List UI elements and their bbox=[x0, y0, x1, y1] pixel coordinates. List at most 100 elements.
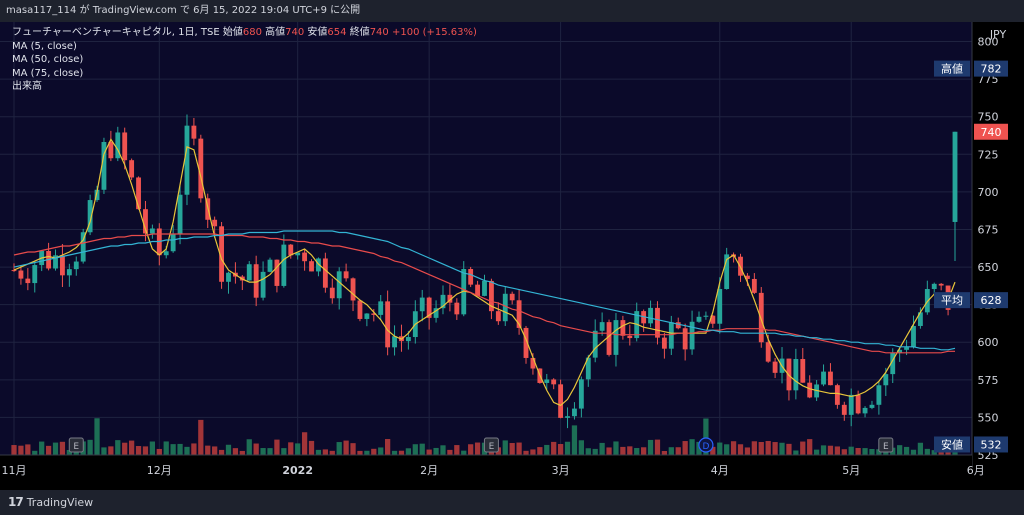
candle-body[interactable] bbox=[897, 349, 903, 353]
price-axis[interactable] bbox=[972, 22, 1024, 490]
candle-body[interactable] bbox=[246, 264, 252, 281]
time-axis[interactable] bbox=[0, 455, 972, 490]
candle-body[interactable] bbox=[599, 322, 605, 331]
candle-body[interactable] bbox=[371, 313, 377, 315]
candle-body[interactable] bbox=[80, 232, 86, 262]
candle-body[interactable] bbox=[530, 357, 536, 369]
candle-body[interactable] bbox=[890, 352, 896, 375]
candle-body[interactable] bbox=[793, 359, 799, 391]
candle-body[interactable] bbox=[219, 226, 224, 282]
candle-body[interactable] bbox=[558, 384, 564, 418]
candle-body[interactable] bbox=[675, 322, 681, 329]
candle-body[interactable] bbox=[551, 379, 557, 385]
candle-body[interactable] bbox=[177, 194, 183, 234]
candle-body[interactable] bbox=[253, 264, 259, 298]
candle-body[interactable] bbox=[385, 301, 391, 348]
candle-body[interactable] bbox=[25, 278, 31, 284]
candle-body[interactable] bbox=[724, 254, 730, 290]
candle-body[interactable] bbox=[585, 357, 591, 380]
candle-body[interactable] bbox=[426, 297, 432, 318]
candle-body[interactable] bbox=[87, 200, 93, 233]
candle-body[interactable] bbox=[447, 294, 453, 303]
candle-body[interactable] bbox=[578, 379, 584, 409]
candle-body[interactable] bbox=[357, 300, 363, 319]
candle-body[interactable] bbox=[163, 251, 169, 256]
candle-body[interactable] bbox=[917, 312, 923, 326]
candle-body[interactable] bbox=[772, 361, 778, 373]
candle-body[interactable] bbox=[143, 209, 148, 234]
candle-body[interactable] bbox=[350, 278, 356, 301]
candle-body[interactable] bbox=[682, 328, 688, 350]
candle-body[interactable] bbox=[405, 337, 411, 342]
candle-body[interactable] bbox=[565, 416, 570, 418]
candle-body[interactable] bbox=[343, 271, 349, 279]
candle-body[interactable] bbox=[316, 258, 321, 272]
candle-body[interactable] bbox=[309, 261, 314, 272]
candle-body[interactable] bbox=[66, 269, 72, 276]
candle-body[interactable] bbox=[129, 160, 135, 178]
candle-body[interactable] bbox=[288, 244, 294, 256]
candle-body[interactable] bbox=[281, 244, 287, 286]
candle-body[interactable] bbox=[502, 293, 508, 322]
tradingview-brand[interactable]: 17 TradingView bbox=[8, 495, 93, 509]
candle-body[interactable] bbox=[661, 337, 667, 349]
event-marker[interactable]: E bbox=[68, 437, 84, 453]
candle-body[interactable] bbox=[274, 259, 280, 286]
candle-body[interactable] bbox=[378, 301, 384, 315]
candle-body[interactable] bbox=[122, 132, 128, 161]
candle-body[interactable] bbox=[329, 287, 335, 299]
candle-body[interactable] bbox=[73, 261, 79, 270]
candle-body[interactable] bbox=[862, 407, 868, 414]
candle-body[interactable] bbox=[703, 315, 709, 317]
legend-ma75[interactable]: MA (75, close) bbox=[12, 67, 84, 79]
candle-body[interactable] bbox=[745, 275, 750, 279]
legend-ma50[interactable]: MA (50, close) bbox=[12, 54, 84, 65]
candle-body[interactable] bbox=[302, 252, 308, 262]
candle-body[interactable] bbox=[488, 280, 494, 312]
candle-body[interactable] bbox=[855, 394, 861, 414]
candle-body[interactable] bbox=[841, 404, 847, 415]
candle-body[interactable] bbox=[440, 294, 446, 309]
candle-body[interactable] bbox=[101, 141, 107, 190]
candle-body[interactable] bbox=[689, 321, 695, 350]
event-marker[interactable]: E bbox=[878, 437, 894, 453]
candle-body[interactable] bbox=[904, 347, 909, 350]
candle-body[interactable] bbox=[454, 302, 460, 315]
candle-body[interactable] bbox=[94, 189, 100, 201]
candle-body[interactable] bbox=[364, 313, 370, 319]
candle-body[interactable] bbox=[170, 233, 176, 252]
candle-body[interactable] bbox=[931, 283, 937, 290]
candle-body[interactable] bbox=[523, 327, 529, 358]
candle-body[interactable] bbox=[648, 307, 653, 324]
candle-body[interactable] bbox=[544, 379, 550, 383]
candle-body[interactable] bbox=[322, 258, 328, 288]
candle-body[interactable] bbox=[869, 404, 875, 408]
author-name[interactable]: masa117_114 bbox=[6, 5, 77, 16]
candle-body[interactable] bbox=[184, 125, 190, 195]
candle-body[interactable] bbox=[482, 280, 487, 296]
candle-body[interactable] bbox=[876, 385, 882, 405]
candle-body[interactable] bbox=[60, 255, 65, 276]
candle-body[interactable] bbox=[115, 132, 121, 159]
candlestick-chart[interactable]: EEDEJPY800775750725700675650625600575550… bbox=[0, 0, 1024, 490]
event-marker[interactable]: D bbox=[698, 437, 714, 453]
candle-body[interactable] bbox=[295, 252, 301, 256]
candle-body[interactable] bbox=[668, 322, 674, 349]
candle-body[interactable] bbox=[620, 320, 626, 336]
candle-body[interactable] bbox=[627, 335, 633, 339]
site-name[interactable]: TradingView.com bbox=[92, 5, 177, 16]
candle-body[interactable] bbox=[191, 125, 197, 139]
candle-body[interactable] bbox=[821, 371, 826, 385]
candle-body[interactable] bbox=[592, 330, 598, 358]
candle-body[interactable] bbox=[475, 284, 481, 296]
ma-line-1[interactable] bbox=[13, 138, 956, 407]
candle-body[interactable] bbox=[800, 359, 806, 383]
ma-line-3[interactable] bbox=[13, 230, 956, 351]
legend-ma5[interactable]: MA (5, close) bbox=[12, 40, 77, 52]
candle-body[interactable] bbox=[883, 374, 889, 386]
candle-body[interactable] bbox=[11, 270, 17, 272]
candle-body[interactable] bbox=[696, 316, 702, 322]
candle-body[interactable] bbox=[468, 268, 474, 285]
candle-body[interactable] bbox=[572, 408, 577, 417]
candle-body[interactable] bbox=[848, 394, 854, 415]
